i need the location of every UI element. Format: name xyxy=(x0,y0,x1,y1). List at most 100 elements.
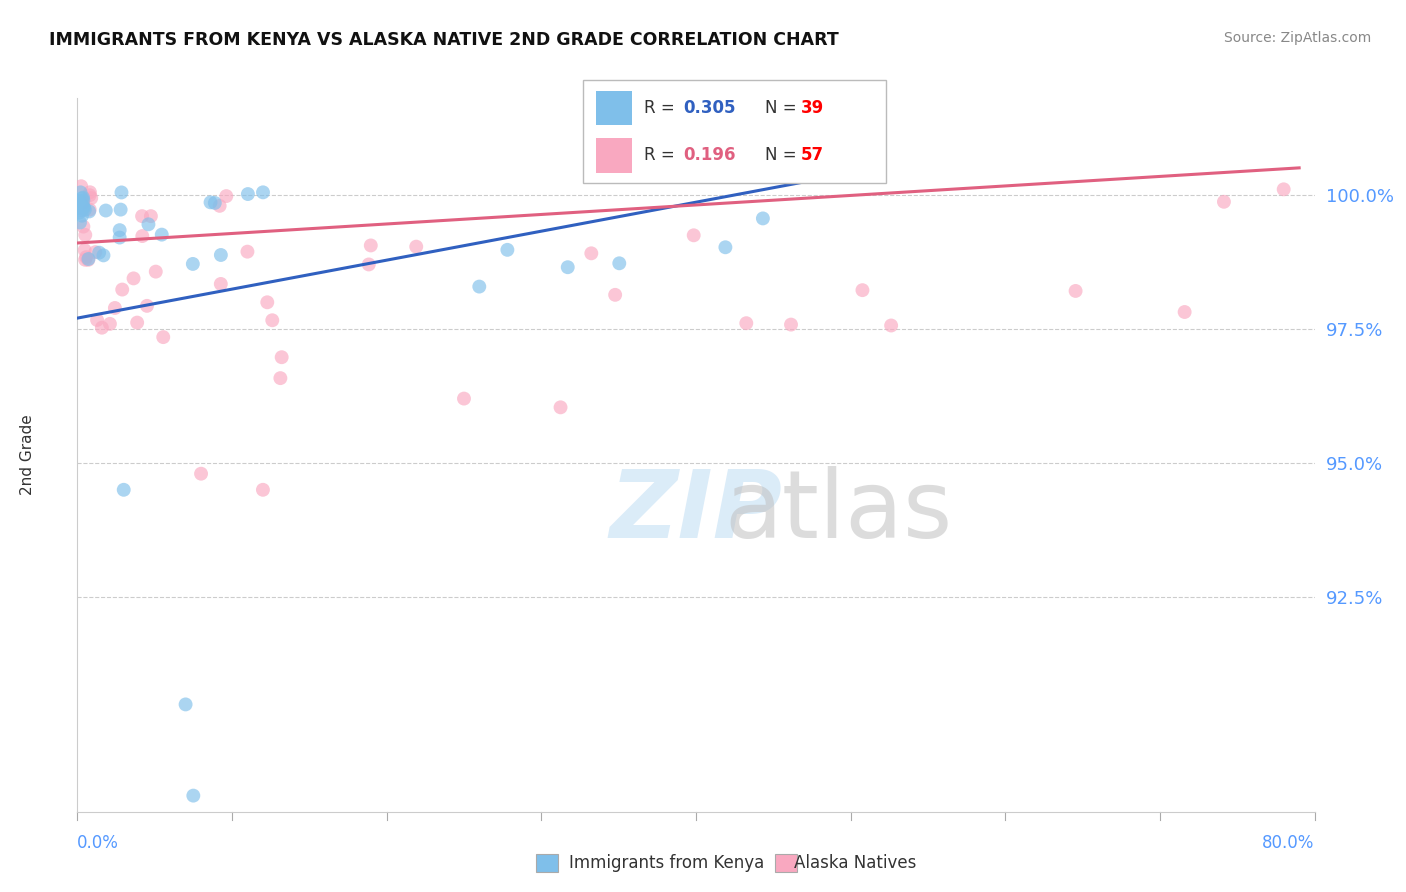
Point xyxy=(557,260,579,275)
Point xyxy=(550,401,572,415)
Point xyxy=(714,240,737,254)
Point xyxy=(69,197,91,211)
Point xyxy=(69,215,91,229)
Point xyxy=(72,219,94,234)
Point xyxy=(139,209,162,223)
FancyBboxPatch shape xyxy=(596,91,631,126)
Point xyxy=(1174,305,1197,319)
Point xyxy=(236,244,259,259)
Point xyxy=(80,191,103,205)
Point xyxy=(90,320,112,334)
Point xyxy=(200,195,222,210)
Text: atlas: atlas xyxy=(724,466,952,558)
Point xyxy=(204,196,226,211)
Text: 0.305: 0.305 xyxy=(683,99,735,117)
Point xyxy=(108,223,131,237)
Point xyxy=(73,200,96,214)
Point xyxy=(269,371,291,385)
Text: 2nd Grade: 2nd Grade xyxy=(20,415,35,495)
Text: R =: R = xyxy=(644,146,681,164)
Point xyxy=(270,350,292,364)
Text: 0.196: 0.196 xyxy=(683,146,735,164)
Point xyxy=(70,191,93,205)
Point xyxy=(75,227,97,242)
Text: N =: N = xyxy=(765,146,801,164)
Point xyxy=(112,483,135,497)
Point xyxy=(70,200,93,214)
Point xyxy=(67,201,90,215)
Point xyxy=(69,186,91,200)
Point xyxy=(131,209,153,223)
Text: N =: N = xyxy=(765,99,801,117)
Point xyxy=(94,203,117,218)
Text: 57: 57 xyxy=(801,146,824,164)
Point xyxy=(605,288,627,302)
Point xyxy=(1213,194,1236,209)
Point xyxy=(752,211,775,226)
Text: Source: ZipAtlas.com: Source: ZipAtlas.com xyxy=(1223,31,1371,45)
Text: 80.0%: 80.0% xyxy=(1263,834,1315,852)
Point xyxy=(72,195,94,210)
Point xyxy=(607,256,630,270)
Bar xyxy=(775,855,797,872)
Text: IMMIGRANTS FROM KENYA VS ALASKA NATIVE 2ND GRADE CORRELATION CHART: IMMIGRANTS FROM KENYA VS ALASKA NATIVE 2… xyxy=(49,31,839,49)
Point xyxy=(110,202,132,217)
Point xyxy=(73,243,96,257)
Point xyxy=(86,313,108,327)
Point xyxy=(1064,284,1087,298)
Point xyxy=(682,228,704,243)
Text: 39: 39 xyxy=(801,99,824,117)
Point xyxy=(453,392,475,406)
Point xyxy=(73,202,96,217)
Point xyxy=(122,271,145,285)
Point xyxy=(581,246,603,260)
Point xyxy=(496,243,519,257)
Point xyxy=(181,257,204,271)
Point xyxy=(67,205,90,219)
Text: 0.0%: 0.0% xyxy=(77,834,120,852)
Point xyxy=(183,789,205,803)
Point xyxy=(79,188,101,202)
Point xyxy=(209,277,232,291)
Point xyxy=(70,203,93,218)
Point xyxy=(405,240,427,254)
Point xyxy=(79,202,101,217)
Point xyxy=(138,217,160,231)
Point xyxy=(1272,182,1295,196)
Point xyxy=(880,318,903,333)
Point xyxy=(209,248,232,262)
Text: Immigrants from Kenya: Immigrants from Kenya xyxy=(569,854,765,871)
Point xyxy=(131,229,153,244)
Point xyxy=(67,194,90,208)
Point xyxy=(256,295,278,310)
Point xyxy=(75,252,97,267)
Point xyxy=(70,201,93,215)
FancyBboxPatch shape xyxy=(596,137,631,173)
Point xyxy=(152,330,174,344)
Point xyxy=(357,257,380,271)
Point xyxy=(77,204,100,219)
Point xyxy=(851,283,873,297)
Point xyxy=(70,209,93,223)
Point xyxy=(108,230,131,244)
Point xyxy=(190,467,212,481)
Point xyxy=(70,179,93,194)
Text: R =: R = xyxy=(644,99,681,117)
Point xyxy=(98,317,121,331)
Point xyxy=(136,299,159,313)
Point xyxy=(127,316,149,330)
Text: ZIP: ZIP xyxy=(610,466,782,558)
Point xyxy=(215,189,238,203)
FancyBboxPatch shape xyxy=(583,80,886,183)
Point xyxy=(468,279,491,293)
Point xyxy=(104,301,127,315)
Point xyxy=(75,250,97,264)
Point xyxy=(77,252,100,266)
Point xyxy=(145,265,167,279)
Point xyxy=(72,191,94,205)
Point xyxy=(252,483,274,497)
Point xyxy=(72,194,94,208)
Text: Alaska Natives: Alaska Natives xyxy=(794,854,917,871)
Point xyxy=(79,186,101,200)
Point xyxy=(780,318,803,332)
